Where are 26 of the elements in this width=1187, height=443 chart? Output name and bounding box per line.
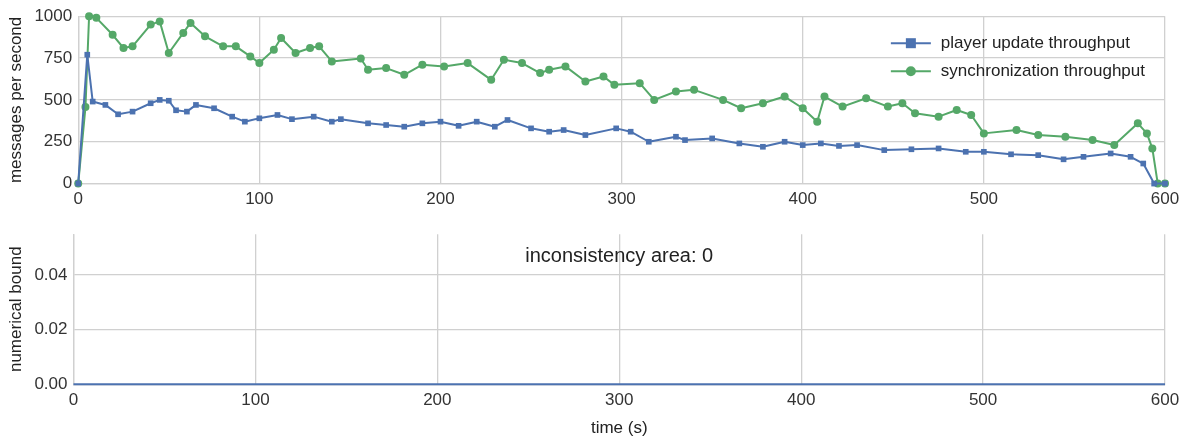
y-tick-label: 0.00 [34,373,68,393]
x-tick-label: 100 [245,189,274,209]
y-axis-title: messages per second [5,16,25,184]
x-tick-label: 200 [426,189,455,209]
y-tick-label: 0.04 [34,264,68,284]
legend-label: player update throughput [940,32,1131,52]
x-tick-label: 400 [788,189,817,209]
x-tick-label: 300 [607,189,636,209]
x-tick-label: 600 [1150,189,1180,209]
y-tick-label: 500 [43,89,73,109]
x-tick-label: 600 [1150,390,1180,410]
x-axis-title: time (s) [590,418,648,438]
y-tick-label: 250 [43,131,73,151]
y-tick-label: 0 [62,173,73,193]
x-tick-label: 200 [423,390,452,410]
x-tick-label: 500 [969,189,999,209]
x-tick-label: 400 [786,390,816,410]
y-tick-label: 1000 [34,5,73,25]
x-tick-label: 500 [968,390,998,410]
x-tick-label: 300 [605,390,634,410]
y-tick-label: 0.02 [34,319,68,339]
annotation: inconsistency area: 0 [525,243,714,266]
legend-label: synchronization throughput [940,60,1146,80]
y-tick-label: 750 [43,47,73,67]
y-axis-title: numerical bound [5,246,25,373]
x-tick-label: 100 [241,390,270,410]
